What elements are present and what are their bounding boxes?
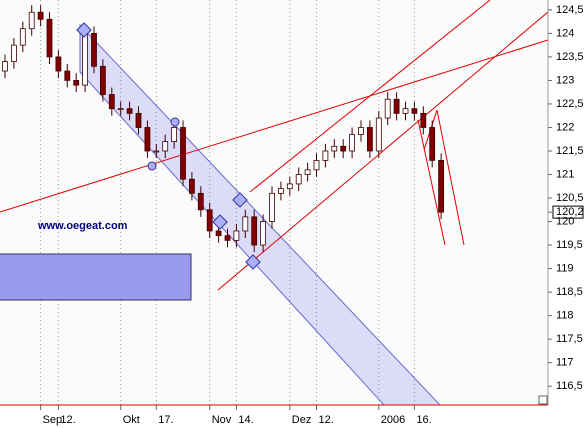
candle-body [429, 127, 436, 161]
candle-body [135, 112, 142, 128]
candle-body [322, 150, 329, 161]
y-tick-label: 117 [556, 357, 574, 369]
candle-body [375, 117, 382, 152]
candle-body [286, 183, 293, 190]
candle-body [340, 145, 347, 152]
x-tick-label: Okt [123, 414, 140, 426]
candle-body [197, 192, 204, 211]
candle-body [295, 174, 302, 185]
candle-body [2, 61, 8, 72]
candle-body [117, 108, 124, 111]
candle-body [251, 216, 258, 246]
x-tick-label: 14. [238, 414, 253, 426]
candle-body [331, 145, 338, 152]
x-tick-label: 16. [416, 414, 431, 426]
y-tick-label: 124,5 [556, 4, 584, 16]
candle-body [171, 127, 178, 142]
candle-body [215, 230, 222, 237]
candle-body [100, 65, 106, 95]
x-tick-label: Sep [43, 414, 63, 426]
candle-body [64, 70, 71, 81]
pivot [232, 192, 248, 208]
pivot [170, 117, 180, 127]
candle-body [366, 127, 373, 152]
y-tick-label: 122,5 [556, 98, 584, 110]
candle-body [91, 32, 97, 67]
x-tick-label: Nov [212, 414, 232, 426]
candle-body [206, 209, 213, 232]
y-tick-label: 120,5 [556, 192, 584, 204]
y-tick-label: 117,5 [556, 333, 583, 345]
trend-line [436, 109, 465, 246]
y-tick-label: 121 [556, 168, 574, 180]
candle-body [153, 150, 160, 153]
y-tick-label: 119,5 [556, 239, 583, 251]
y-tick-label: 120,2 [556, 206, 584, 218]
candle-body [144, 127, 151, 152]
candle-body [82, 32, 88, 86]
y-tick-label: 119 [556, 262, 574, 274]
candle-body [10, 44, 17, 63]
candle-body [269, 192, 275, 222]
x-tick-label: 17. [158, 414, 173, 426]
info-box [0, 253, 192, 301]
candle-body [358, 127, 364, 135]
y-tick-label: 116,5 [556, 380, 583, 392]
candle-body [126, 108, 133, 114]
candle-body [349, 134, 356, 152]
y-tick-label: 122 [556, 121, 574, 133]
resize-icon[interactable] [538, 395, 548, 405]
pivot [212, 214, 228, 230]
trend-lines [0, 0, 549, 291]
candle-body [420, 112, 427, 128]
trend-line [417, 119, 446, 246]
trend-line [217, 11, 549, 291]
x-tick-label: Dez [292, 414, 312, 426]
candle-body [393, 98, 400, 114]
candle-body [242, 216, 249, 232]
candle-body [180, 127, 186, 180]
candle-body [162, 141, 169, 152]
y-tick-label: 118 [556, 310, 574, 322]
pivot [245, 254, 261, 270]
trend-line [0, 39, 549, 213]
candle-body [411, 108, 418, 114]
candle-body [304, 169, 311, 175]
candle-body [313, 160, 320, 171]
pivot [147, 161, 157, 171]
x-tick-label: 12. [60, 414, 75, 426]
candle-body [55, 56, 62, 72]
candle-body [37, 11, 44, 20]
candle-body [277, 188, 284, 194]
y-tick-label: 123 [556, 74, 574, 86]
trend-line [249, 0, 491, 193]
y-tick-label: 124 [556, 27, 574, 39]
y-tick-label: 118,5 [556, 286, 583, 298]
candle-body [73, 80, 80, 86]
candles [2, 5, 445, 253]
candle-body [46, 18, 53, 58]
candle-body [19, 28, 26, 46]
x-tick-label: 2006 [381, 414, 405, 426]
x-tick-label: 12. [319, 414, 334, 426]
y-axis-area [548, 0, 584, 406]
candle-body [224, 235, 231, 241]
candle-body [260, 221, 267, 246]
y-tick-label: 121,5 [556, 145, 584, 157]
pivot-markers [76, 22, 261, 270]
y-tick-label: 120 [556, 215, 574, 227]
candle-body [438, 160, 445, 213]
candle-body [108, 94, 115, 110]
pivot [76, 22, 92, 38]
last-price-box [552, 205, 584, 219]
candle-body [188, 178, 195, 194]
candle-body [233, 230, 240, 241]
candle-body [384, 98, 391, 119]
x-axis-area [0, 406, 584, 428]
watermark: www.oegeat.com [37, 220, 128, 232]
candle-body [402, 108, 409, 114]
candle-body [28, 11, 35, 30]
y-tick-label: 123,5 [556, 51, 584, 63]
